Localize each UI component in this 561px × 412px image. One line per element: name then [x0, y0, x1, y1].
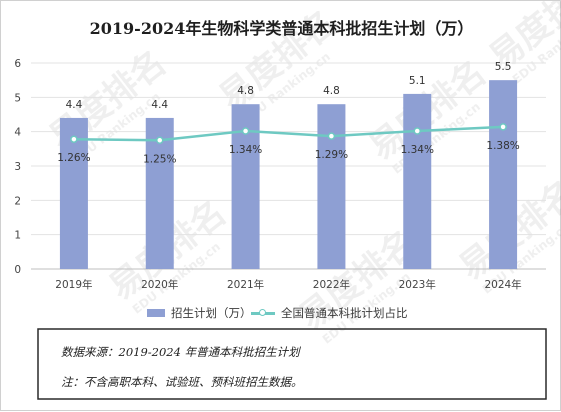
remark-note: 注：不含高职本科、试验班、预科班招生数据。	[61, 375, 303, 389]
notes-box: 数据来源：2019-2024 年普通本科批招生计划 注：不含高职本科、试验班、预…	[37, 328, 547, 400]
y-tick-label: 0	[14, 264, 21, 276]
x-tick-label: 2020年	[141, 278, 178, 291]
y-tick-label: 4	[14, 127, 21, 139]
bar-value-label: 4.4	[151, 99, 168, 111]
bar	[403, 93, 432, 270]
x-tick-label: 2021年	[227, 278, 264, 291]
bar-value-label: 5.1	[409, 75, 426, 87]
legend-plan-label: 招生计划（万）	[171, 306, 252, 320]
bar	[489, 80, 518, 270]
share-value-label: 1.34%	[229, 144, 262, 156]
share-value-label: 1.26%	[57, 152, 90, 164]
x-tick-label: 2019年	[55, 278, 92, 291]
legend-item-share: 全国普通本科批计划占比	[251, 303, 408, 323]
y-tick-label: 1	[14, 230, 21, 242]
bar-value-label: 4.8	[237, 85, 254, 97]
share-point	[327, 132, 336, 140]
x-tick-label: 2023年	[399, 278, 436, 291]
y-tick-label: 2	[14, 195, 21, 207]
data-source-note: 数据来源：2019-2024 年普通本科批招生计划	[61, 345, 300, 359]
y-tick-label: 6	[14, 58, 21, 70]
x-tick-label: 2022年	[313, 278, 350, 291]
chart-title: 2019-2024年生物科学类普通本科批招生计划（万）	[89, 19, 474, 38]
legend-bar-swatch	[147, 309, 165, 317]
legend-share-label: 全国普通本科批计划占比	[281, 306, 408, 320]
legend-line-swatch	[251, 308, 275, 318]
share-point	[241, 127, 250, 135]
bar-value-label: 4.4	[66, 99, 83, 111]
bar-value-label: 5.5	[495, 61, 512, 73]
share-value-label: 1.38%	[486, 140, 519, 152]
legend-item-plan: 招生计划（万）	[147, 303, 252, 323]
share-point	[413, 127, 421, 135]
chart-legend: 招生计划（万） 全国普通本科批计划占比	[1, 303, 561, 323]
share-point	[156, 136, 164, 144]
y-tick-label: 5	[14, 92, 21, 104]
share-value-label: 1.34%	[401, 144, 434, 156]
share-point	[499, 123, 507, 131]
share-value-label: 1.29%	[315, 149, 348, 161]
bar-value-label: 4.8	[323, 85, 340, 97]
y-tick-label: 3	[14, 161, 21, 173]
chart-plot: 0 1 2 3 4 5 6 4.4 4.4 4.8 4.8 5.1 5.5 2019年 2020年 2021年…	[14, 58, 546, 291]
bar	[317, 104, 346, 269]
share-point	[70, 135, 78, 143]
bar	[59, 117, 88, 269]
x-tick-label: 2024年	[484, 278, 521, 291]
share-value-label: 1.25%	[143, 153, 176, 165]
share-line	[73, 125, 504, 142]
